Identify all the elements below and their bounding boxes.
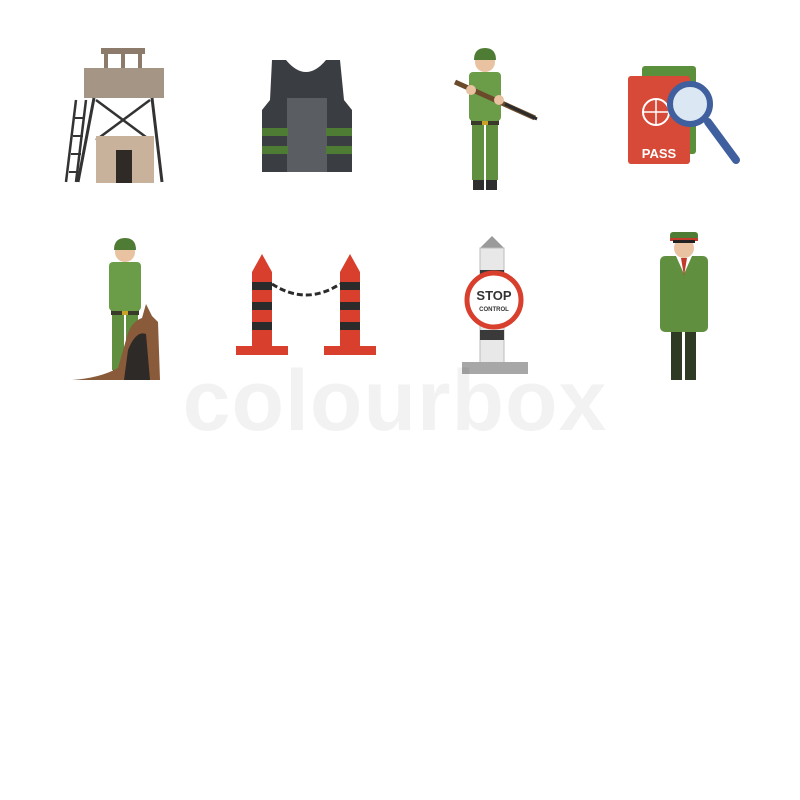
passport-label: PASS xyxy=(642,146,677,161)
watchtower-icon xyxy=(64,48,164,183)
soldier-with-rifle-icon xyxy=(453,48,538,190)
passport-magnifier-icon: PASS xyxy=(628,66,740,164)
chain-barrier-posts-icon xyxy=(236,254,376,355)
stop-control-sign-icon: STOP CONTROL xyxy=(462,236,528,374)
officer-icon xyxy=(660,232,708,380)
soldier-with-dog-icon xyxy=(72,238,160,380)
sign-control-label: CONTROL xyxy=(479,307,509,313)
sign-stop-label: STOP xyxy=(476,288,511,303)
body-armor-vest-icon xyxy=(262,60,352,172)
